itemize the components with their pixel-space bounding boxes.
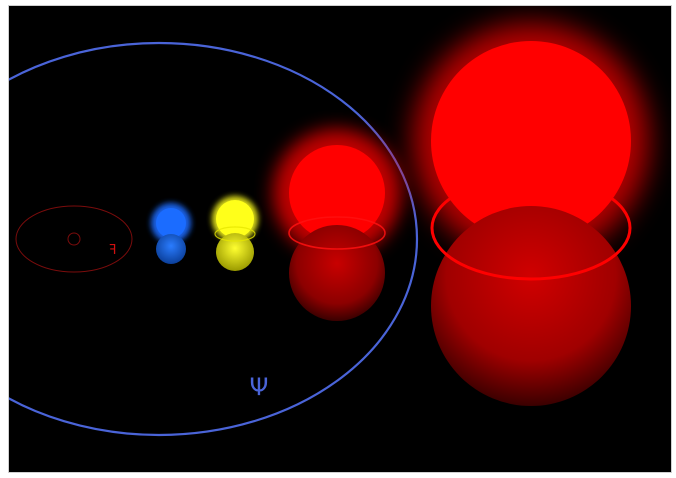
outer-orbit	[9, 41, 419, 437]
small-marker-label: ꟻ	[109, 243, 116, 258]
yellow-star-icon	[212, 196, 258, 271]
small-orbit	[15, 205, 133, 273]
scene-frame: ꟻ Ψ	[9, 6, 671, 472]
blue-star-icon	[151, 203, 191, 264]
small-orbit-center	[67, 232, 81, 246]
small-orbit-group	[15, 205, 133, 273]
red-supergiant-icon	[413, 23, 649, 406]
star-diagram: ꟻ Ψ	[9, 23, 649, 437]
red-giant-icon	[273, 129, 401, 321]
psi-symbol-label: Ψ	[250, 373, 269, 401]
